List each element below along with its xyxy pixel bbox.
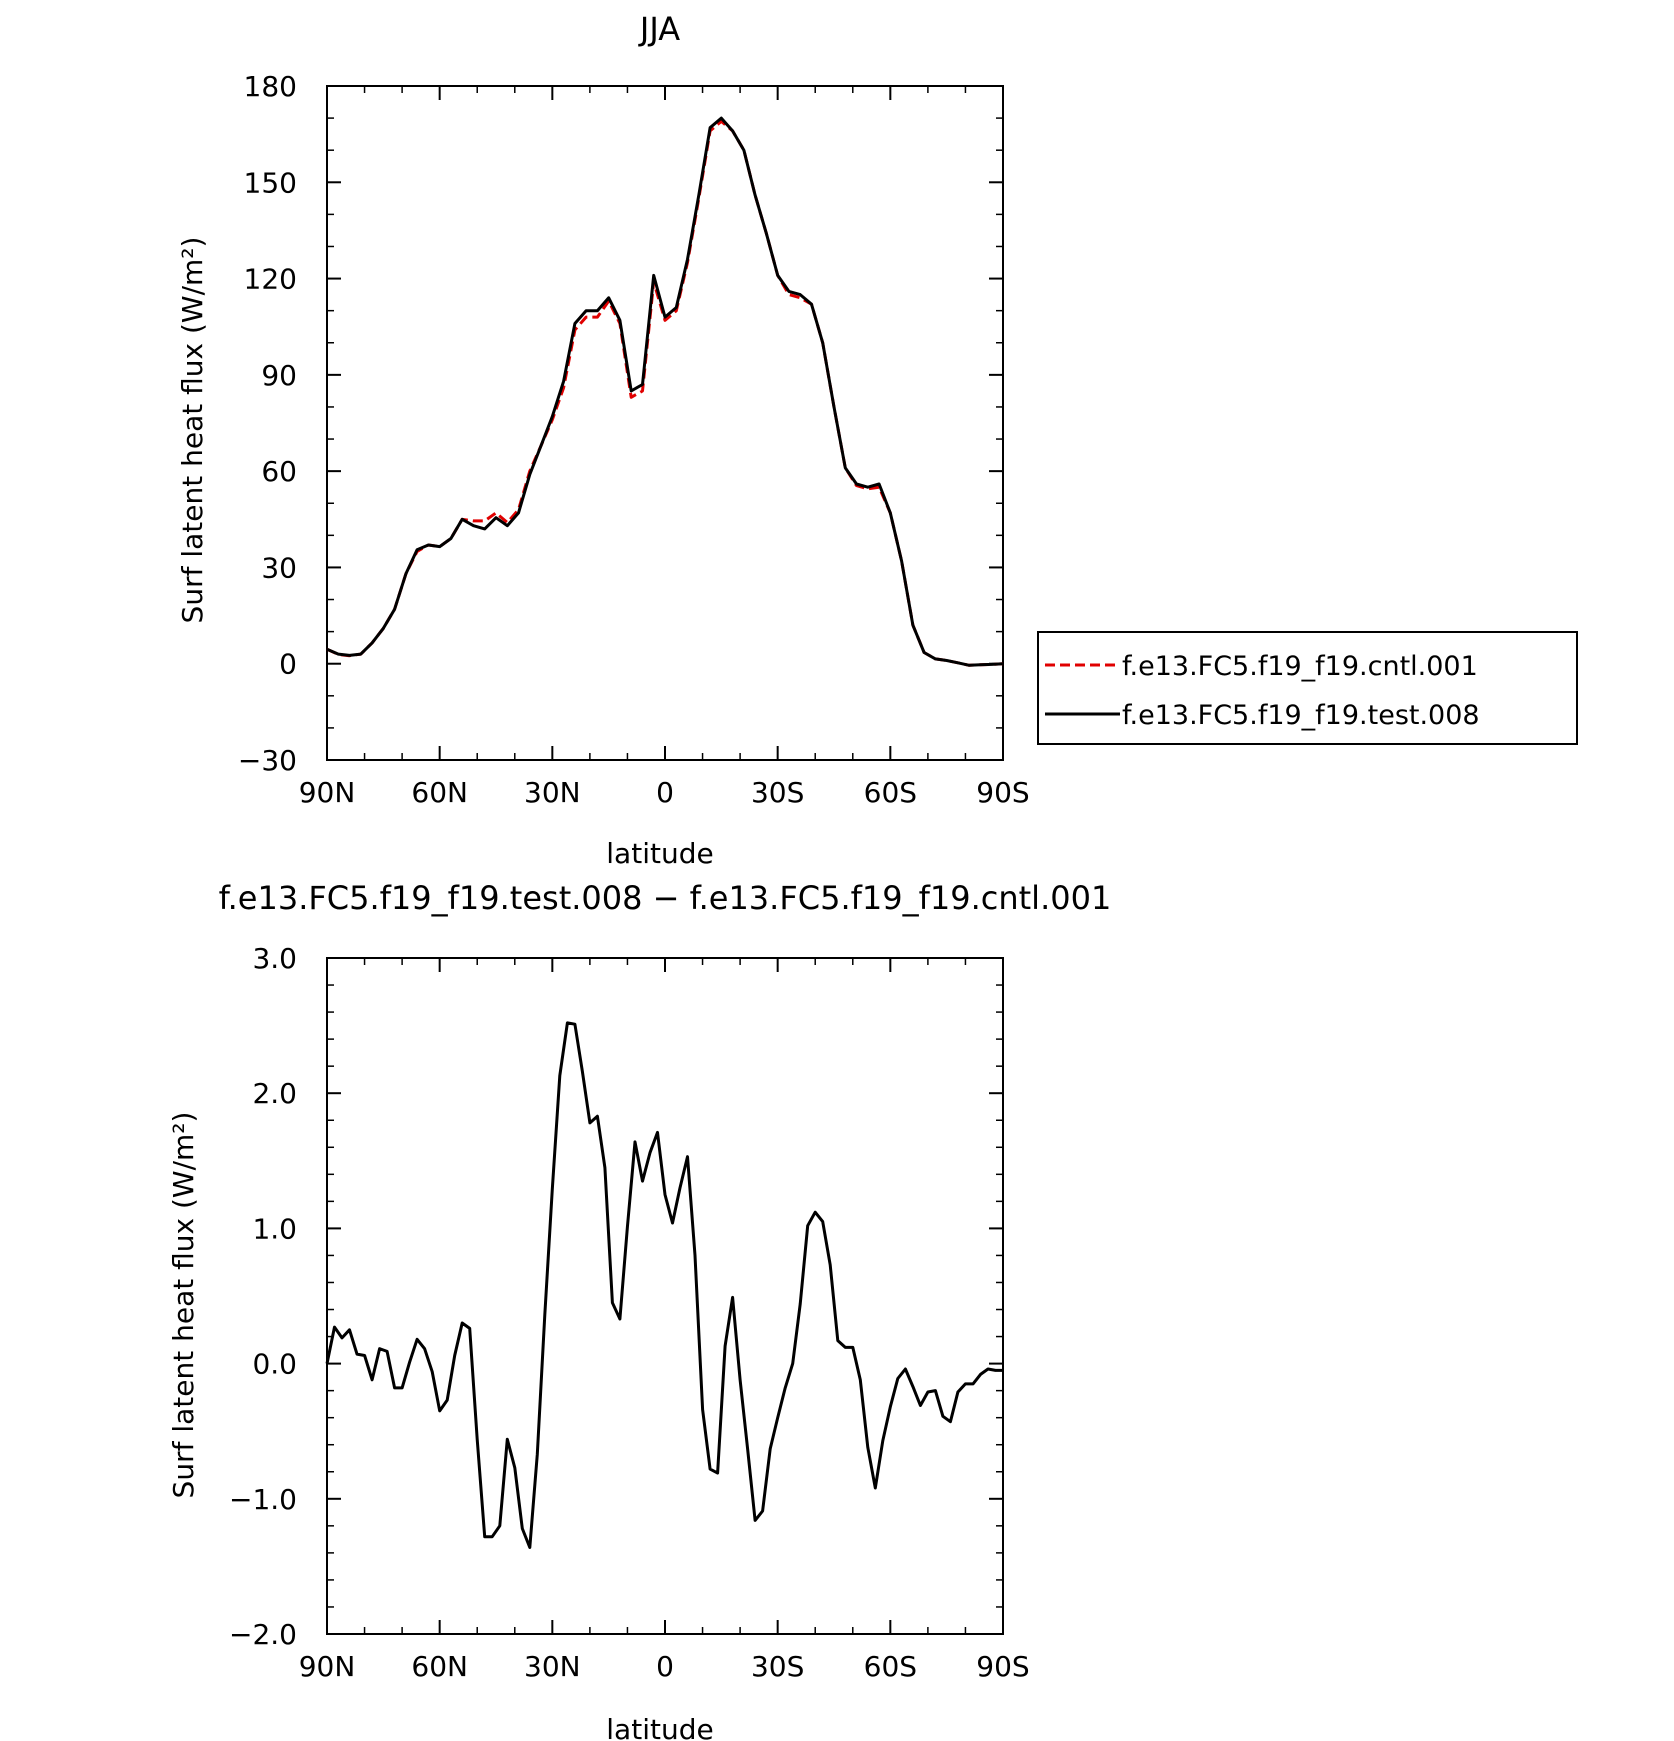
bottom-y-tick-label: 3.0 (252, 942, 297, 975)
bottom-y-tick-label: 1.0 (252, 1212, 297, 1245)
bottom-series-line-0 (325, 1021, 1003, 1549)
bottom-x-tick-label: 90S (976, 1650, 1029, 1683)
legend: f.e13.FC5.f19_f19.cntl.001 f.e13.FC5.f19… (1037, 631, 1578, 745)
top-x-tick-label: 30N (524, 776, 581, 809)
bottom-y-axis-label: Surf latent heat flux (W/m²) (167, 1112, 200, 1499)
top-x-tick-label: 30S (751, 776, 804, 809)
legend-label-test: f.e13.FC5.f19_f19.test.008 (1122, 700, 1480, 731)
top-x-tick-label: 60S (864, 776, 917, 809)
bottom-x-tick-label: 60N (411, 1650, 468, 1683)
top-y-tick-label: 30 (261, 551, 297, 584)
top-plot-area: 90N 60N 30N 0 30S 60S 90S −30 0 30 60 90 120 150 180 (238, 70, 1030, 809)
legend-box (1037, 631, 1578, 745)
bottom-plot-area: 90N 60N 30N 0 30S 60S 90S −2.0 −1.0 0.0 1.0 2.0 3.0 (229, 942, 1030, 1683)
top-series-line-1 (326, 116, 1004, 667)
legend-label-cntl: f.e13.FC5.f19_f19.cntl.001 (1122, 651, 1478, 682)
bottom-y-tick-label: 2.0 (252, 1077, 297, 1110)
bottom-y-tick-label: −2.0 (229, 1618, 297, 1651)
bottom-x-tick-label: 60S (864, 1650, 917, 1683)
bottom-x-tick-label: 30S (751, 1650, 804, 1683)
top-x-axis-label: latitude (606, 837, 713, 870)
top-y-tick-label: 60 (261, 455, 297, 488)
bottom-x-tick-label: 30N (524, 1650, 581, 1683)
top-y-tick-label: −30 (238, 744, 297, 777)
bottom-x-tick-label: 0 (656, 1650, 674, 1683)
bottom-panel-title: f.e13.FC5.f19_f19.test.008 − f.e13.FC5.f… (219, 879, 1112, 917)
bottom-y-tick-label: 0.0 (252, 1348, 297, 1381)
top-x-tick-label: 60N (411, 776, 468, 809)
bottom-panel: f.e13.FC5.f19_f19.test.008 − f.e13.FC5.f… (167, 879, 1111, 1741)
top-x-tick-label: 0 (656, 776, 674, 809)
bottom-y-tick-label: −1.0 (229, 1483, 297, 1516)
top-plot-frame (326, 85, 1004, 761)
top-y-tick-label: 0 (279, 648, 297, 681)
top-panel-title: JJA (638, 10, 680, 48)
top-y-tick-label: 120 (244, 263, 297, 296)
bottom-x-axis-label: latitude (606, 1713, 713, 1741)
top-y-tick-label: 180 (244, 70, 297, 103)
top-series-line-0 (326, 119, 1004, 667)
top-x-tick-label: 90S (976, 776, 1029, 809)
bottom-x-tick-label: 90N (299, 1650, 356, 1683)
top-y-tick-label: 150 (244, 166, 297, 199)
top-y-axis-label: Surf latent heat flux (W/m²) (176, 237, 209, 624)
top-y-tick-label: 90 (261, 359, 297, 392)
top-panel: JJA 90N 60N 30N 0 30S 60S 90S −30 0 30 60 90 120 150 1… (176, 10, 1578, 870)
top-x-tick-label: 90N (299, 776, 356, 809)
bottom-plot-frame (326, 957, 1004, 1635)
